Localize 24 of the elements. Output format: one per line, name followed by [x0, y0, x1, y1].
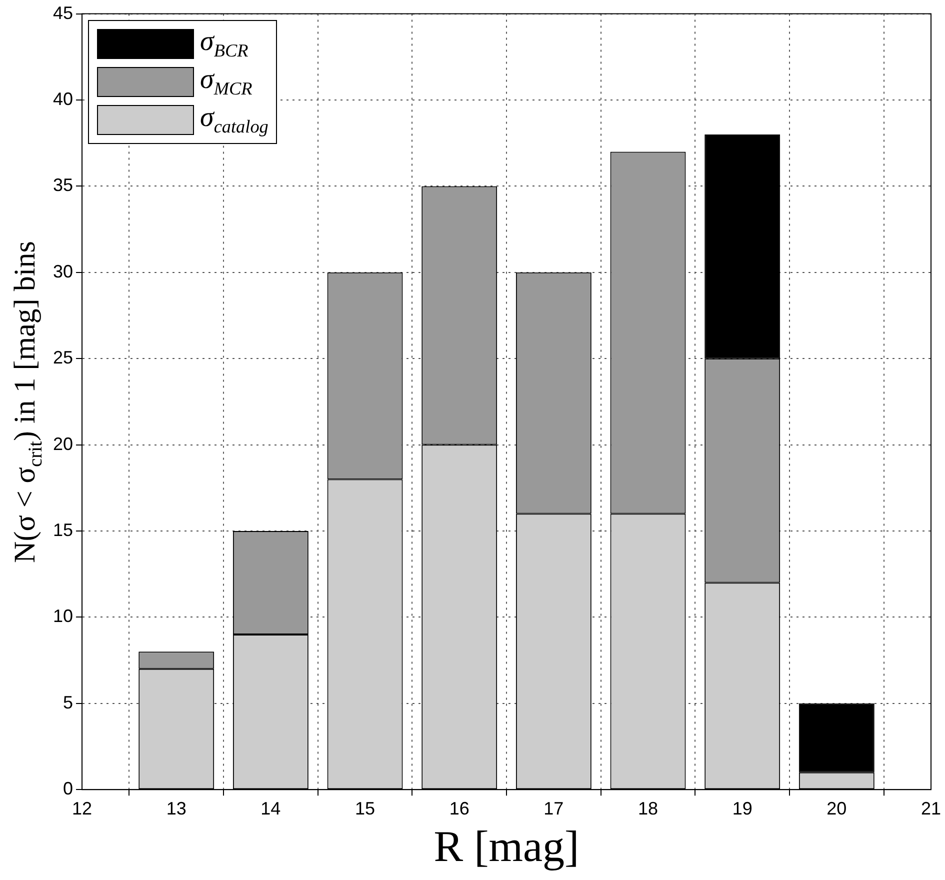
- y-tick-label: 30: [52, 261, 74, 282]
- y-tick-label: 10: [52, 606, 74, 626]
- x-tick-label: 17: [544, 798, 564, 818]
- y-tick-label: 40: [52, 88, 74, 109]
- x-tick-label: 21: [920, 798, 942, 818]
- x-axis-title: R [mag]: [434, 822, 580, 872]
- x-tick-label: 12: [72, 798, 92, 818]
- y-tick-label: 15: [52, 520, 74, 540]
- y-tick-label: 25: [52, 348, 74, 368]
- y-tick-label: 45: [52, 2, 74, 23]
- legend-label: σ$_{BCR}$: [200, 26, 248, 62]
- x-tick-label: 14: [260, 798, 281, 818]
- x-tick-label: 16: [449, 798, 470, 818]
- x-tick-label: 15: [355, 798, 376, 818]
- y-tick-label: 0: [63, 778, 74, 799]
- x-tick-label: 20: [826, 798, 847, 818]
- y-tick-label: 5: [63, 692, 74, 712]
- x-tick-label: 18: [638, 798, 658, 818]
- legend-label: σ$_{catalog}$: [200, 102, 268, 138]
- y-tick-label: 20: [52, 434, 74, 454]
- x-tick-label: 19: [732, 798, 752, 818]
- legend-label: σ$_{MCR}$: [200, 64, 252, 100]
- x-tick-label: 13: [166, 798, 186, 818]
- y-tick-label: 35: [52, 175, 74, 196]
